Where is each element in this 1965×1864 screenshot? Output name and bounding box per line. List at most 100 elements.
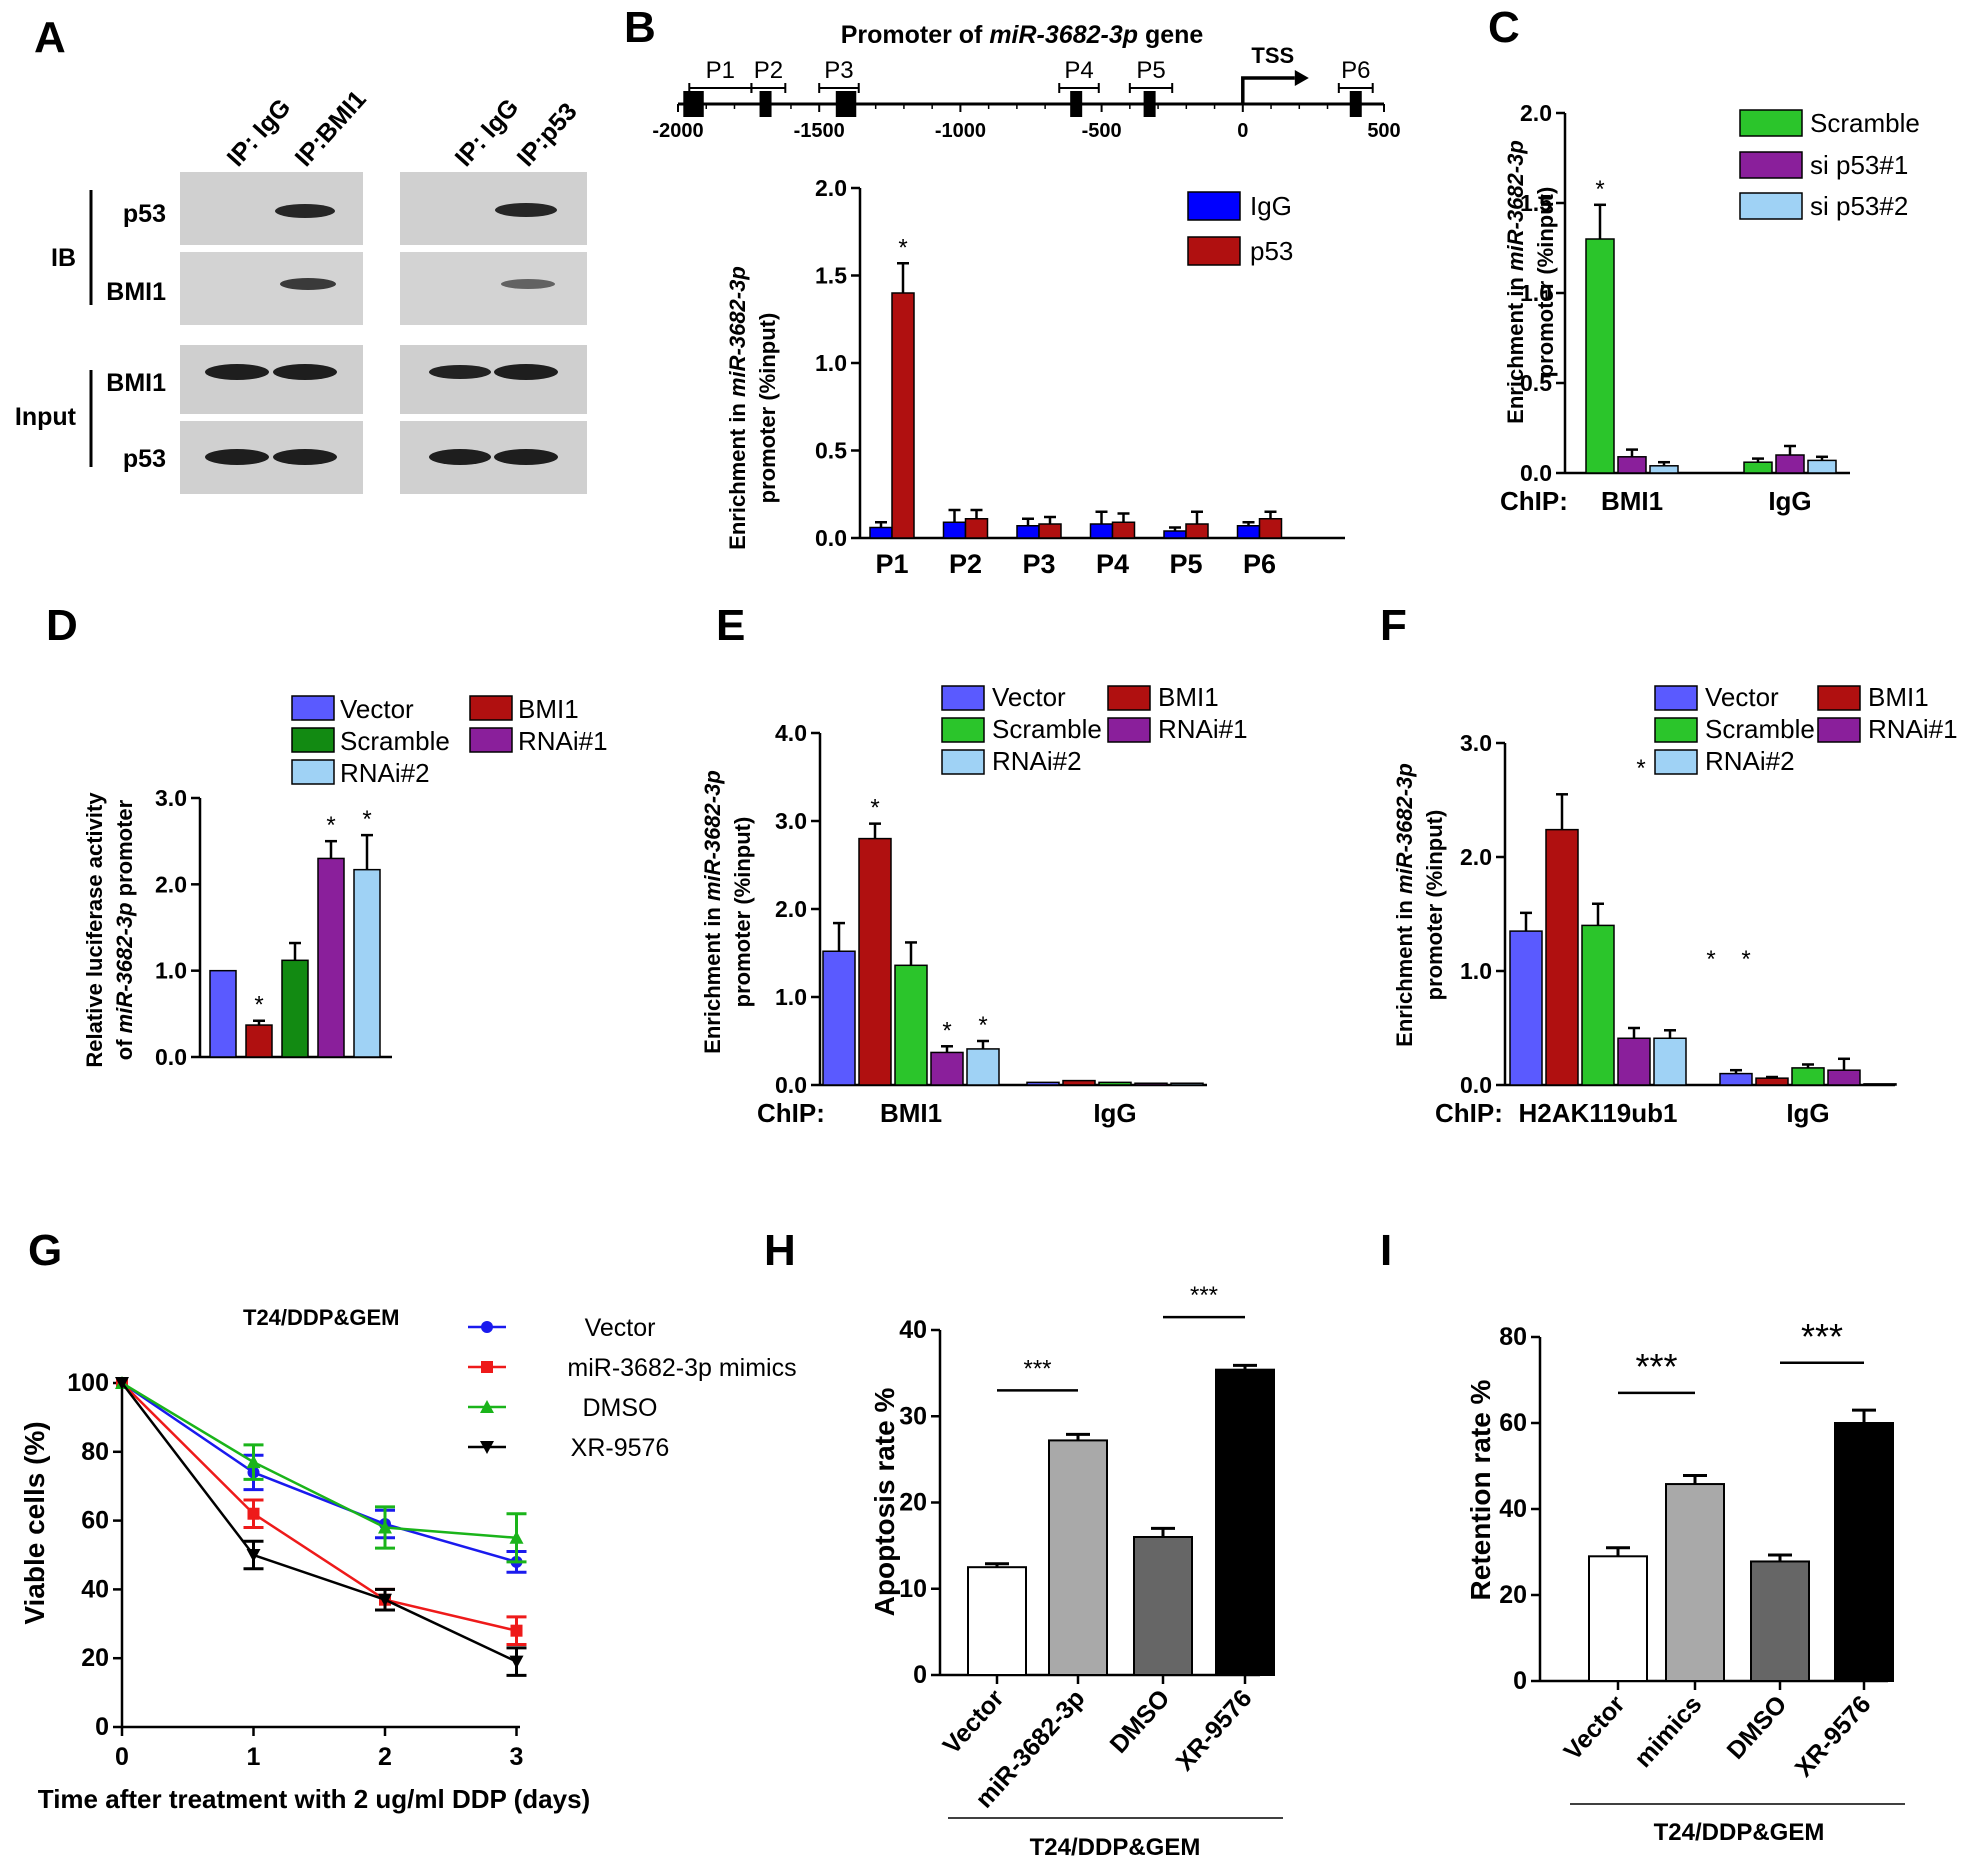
legend-label: Scramble xyxy=(992,714,1102,744)
legend-label: RNAi#2 xyxy=(992,746,1082,776)
x-category-label: P5 xyxy=(1169,549,1202,579)
chart-d-plot: 0.0 1.0 2.0 3.0 * * * Vector BMI1 Scramble RNAi#1 R… xyxy=(155,694,608,1070)
legend-label: DMSO xyxy=(583,1394,658,1422)
panel-label-e: E xyxy=(716,601,745,650)
legend-swatch xyxy=(1739,109,1803,137)
bar-scramble xyxy=(1581,924,1615,1086)
y-tick-label: 1.0 xyxy=(775,984,807,1010)
legend-label: p53 xyxy=(1250,236,1293,266)
legend-swatch xyxy=(1654,717,1698,743)
marker-triangle-down xyxy=(378,1593,392,1607)
x-category-label: IgG xyxy=(1768,486,1811,516)
blot-band xyxy=(494,449,558,465)
bar-vector xyxy=(1719,1072,1753,1086)
y-tick-label: 20 xyxy=(899,1489,927,1517)
x-category-label: XR-9576 xyxy=(1790,1690,1877,1782)
marker-triangle-up xyxy=(480,1400,494,1413)
blot-band xyxy=(495,203,557,217)
y-tick-label: 2.0 xyxy=(1460,844,1492,870)
bar-rnai-2 xyxy=(966,1048,1000,1086)
legend-swatch xyxy=(1187,236,1241,266)
legend-label: Scramble xyxy=(340,726,450,756)
x-category-label: P3 xyxy=(1022,549,1055,579)
chart-g-title: T24/DDP&GEM xyxy=(243,1305,399,1330)
panel-b: Promoter of miR-3682-3p gene -2000 -1500-… xyxy=(652,21,1400,579)
y-tick-label: 0 xyxy=(913,1661,927,1689)
y-tick-label: 40 xyxy=(81,1575,109,1603)
significance-star: * xyxy=(1595,176,1604,203)
legend-label: si p53#1 xyxy=(1810,150,1908,180)
bar-rnai-1 xyxy=(930,1051,964,1086)
promoter-binding-box xyxy=(844,91,857,117)
bar-rnai-1 xyxy=(1134,1082,1168,1086)
bar-p53 xyxy=(891,292,915,539)
y-tick-label: 30 xyxy=(899,1402,927,1430)
bar-xr-9576 xyxy=(1215,1368,1275,1677)
bar-scramble xyxy=(894,964,928,1086)
bar-igg xyxy=(942,521,967,539)
chart-i-group-label: T24/DDP&GEM xyxy=(1654,1819,1825,1846)
blot-ip-label-4: IP:p53 xyxy=(512,98,583,172)
x-category-label: P1 xyxy=(875,549,908,579)
panel-label-d: D xyxy=(46,601,78,650)
y-tick-label: 0.5 xyxy=(1520,370,1552,396)
y-tick-label: 20 xyxy=(81,1644,109,1672)
significance-star: * xyxy=(978,1012,987,1039)
marker-square xyxy=(481,1361,493,1373)
blot-band xyxy=(280,278,336,290)
bar-rnai-1 xyxy=(1617,1037,1651,1086)
y-tick-label: 100 xyxy=(67,1369,109,1397)
promoter-axis-label: -2000 xyxy=(652,120,703,142)
chart-c-plot: 0.0 0.5 1.0 1.5 2.0 BMI1 IgG ChIP: * Scramble si p… xyxy=(1500,100,1920,516)
promoter-map-title: Promoter of miR-3682-3p gene xyxy=(841,21,1204,49)
x-category-label: IgG xyxy=(1093,1098,1136,1128)
bar-scramble xyxy=(281,959,309,1058)
marker-triangle-down xyxy=(115,1377,129,1390)
blot-row-label: p53 xyxy=(123,200,166,228)
bar-vector xyxy=(1026,1081,1060,1086)
tss-arrow xyxy=(1241,76,1295,104)
legend-swatch xyxy=(469,695,513,721)
bar-scramble xyxy=(1098,1081,1132,1086)
marker-triangle-down xyxy=(509,1655,524,1669)
legend-label: RNAi#2 xyxy=(340,758,430,788)
bar-rnai-2 xyxy=(1653,1037,1687,1086)
chart-g-xlabel: Time after treatment with 2 ug/ml DDP (d… xyxy=(38,1784,590,1814)
promoter-binding-box xyxy=(759,91,772,117)
x-category-label: Vector xyxy=(1559,1690,1631,1766)
promoter-region-label: P3 xyxy=(824,57,853,84)
y-tick-label: 0.0 xyxy=(815,525,847,551)
x-category-label: DMSO xyxy=(1721,1690,1792,1764)
significance-stars: *** xyxy=(1801,1316,1843,1357)
blot-ip-label-3: IP: IgG xyxy=(450,93,525,172)
panel-label-h: H xyxy=(764,1226,796,1275)
series-line xyxy=(121,1381,517,1540)
bar-igg xyxy=(1016,525,1040,539)
legend-label: Vector xyxy=(992,682,1066,712)
y-tick-label: 3.0 xyxy=(775,808,807,834)
blot-band xyxy=(429,449,491,465)
legend-label: Vector xyxy=(1705,682,1779,712)
y-tick-label: 60 xyxy=(81,1507,109,1535)
x-category-label: P6 xyxy=(1243,549,1276,579)
chart-b-ylabel-2: promoter (%input) xyxy=(755,313,780,504)
blot-row-label: p53 xyxy=(123,445,166,473)
tss-label: TSS xyxy=(1251,43,1294,68)
bar-si-p53-1 xyxy=(1775,454,1805,474)
bar-rnai-2 xyxy=(1170,1082,1204,1086)
bar-mir-3682-3p xyxy=(1048,1439,1108,1677)
legend-label: si p53#2 xyxy=(1810,191,1908,221)
y-tick-label: 1.0 xyxy=(1460,958,1492,984)
bar-scramble xyxy=(1743,461,1773,474)
chart-d-ylabel-2: of miR-3682-3p promoter xyxy=(112,799,137,1060)
promoter-region-label: P6 xyxy=(1341,57,1370,84)
bar-p53 xyxy=(1185,523,1209,539)
significance-stars: *** xyxy=(1023,1355,1051,1382)
y-tick-label: 0.5 xyxy=(815,438,847,464)
legend-label: Scramble xyxy=(1810,108,1920,138)
legend-swatch xyxy=(1187,191,1241,221)
legend-label: Vector xyxy=(585,1314,656,1342)
blot-strip xyxy=(180,252,363,325)
legend-label: XR-9576 xyxy=(571,1434,670,1462)
